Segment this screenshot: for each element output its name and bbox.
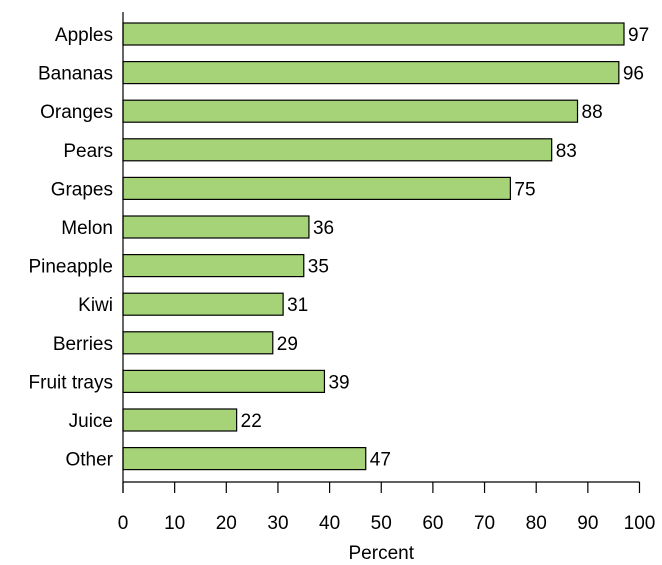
- x-tick-label-50: 50: [371, 513, 392, 534]
- x-tick-label-70: 70: [474, 513, 495, 534]
- bar-grapes: [122, 176, 511, 200]
- x-axis-title: Percent: [349, 543, 415, 564]
- category-label-bananas: Bananas: [38, 64, 113, 85]
- x-tick-label-90: 90: [577, 513, 598, 534]
- x-tick-label-80: 80: [526, 513, 547, 534]
- bar-kiwi: [122, 292, 284, 316]
- value-label-juice: 22: [241, 411, 262, 432]
- bar-other: [122, 447, 367, 471]
- category-label-other: Other: [65, 450, 113, 471]
- value-label-fruit-trays: 39: [328, 372, 349, 393]
- value-label-grapes: 75: [514, 179, 535, 200]
- x-tick-label-100: 100: [624, 513, 656, 534]
- x-tick-label-20: 20: [216, 513, 237, 534]
- bar-bananas: [122, 60, 620, 85]
- bar-apples: [122, 22, 625, 46]
- category-label-pineapple: Pineapple: [28, 257, 113, 278]
- category-label-apples: Apples: [55, 25, 113, 46]
- x-tick-label-30: 30: [267, 513, 288, 534]
- category-labels: Apples Bananas Oranges Pears Grapes Melon Pine…: [28, 25, 113, 471]
- x-tick-label-10: 10: [164, 513, 185, 534]
- value-label-berries: 29: [277, 334, 298, 355]
- category-label-berries: Berries: [53, 334, 113, 355]
- bar-melon: [122, 215, 310, 239]
- value-label-oranges: 88: [582, 102, 603, 123]
- x-tick-label-0: 0: [118, 513, 129, 534]
- category-label-grapes: Grapes: [51, 179, 113, 200]
- bar-berries: [122, 331, 274, 355]
- x-tick-label-40: 40: [319, 513, 340, 534]
- value-label-melon: 36: [313, 218, 334, 239]
- value-label-other: 47: [370, 450, 391, 471]
- value-label-kiwi: 31: [287, 295, 308, 316]
- bar-juice: [122, 408, 238, 432]
- value-label-pears: 83: [556, 141, 577, 162]
- value-label-pineapple: 35: [308, 257, 329, 278]
- x-axis-ticks: 0 10 20 30 40 50 60 70 80 90 100: [118, 482, 656, 534]
- bar-pineapple: [122, 254, 305, 278]
- x-tick-label-60: 60: [422, 513, 443, 534]
- category-label-melon: Melon: [61, 218, 113, 239]
- category-label-fruit-trays: Fruit trays: [29, 372, 113, 393]
- bars-layer: [122, 22, 625, 471]
- category-label-pears: Pears: [63, 141, 113, 162]
- value-label-bananas: 96: [623, 64, 644, 85]
- category-label-oranges: Oranges: [40, 102, 113, 123]
- bar-oranges: [122, 99, 579, 123]
- bar-pears: [122, 138, 553, 162]
- category-label-juice: Juice: [69, 411, 113, 432]
- bar-fruit-trays: [122, 369, 326, 393]
- category-label-kiwi: Kiwi: [78, 295, 113, 316]
- value-label-apples: 97: [628, 25, 649, 46]
